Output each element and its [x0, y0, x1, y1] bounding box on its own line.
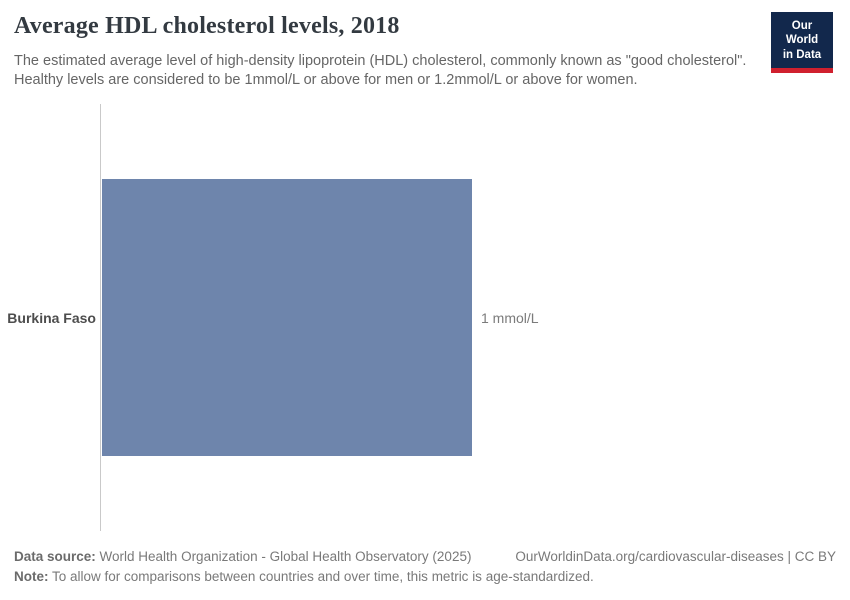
chart-title: Average HDL cholesterol levels, 2018 [14, 13, 400, 39]
attribution-link[interactable]: OurWorldinData.org/cardiovascular-diseas… [515, 549, 836, 564]
bar-burkina-faso[interactable] [102, 179, 472, 456]
bar-label-burkina-faso: Burkina Faso [7, 310, 96, 326]
note-label: Note: [14, 569, 49, 584]
chart-subtitle: The estimated average level of high-dens… [14, 53, 747, 88]
owid-logo-line2: in Data [782, 48, 822, 61]
y-axis-line [100, 104, 101, 531]
owid-logo: Our World in Data [771, 12, 833, 74]
datasource-label: Data source: [14, 549, 96, 564]
note-text: To allow for comparisons between countri… [48, 569, 594, 584]
datasource-text: World Health Organization - Global Healt… [95, 549, 472, 564]
bar-value-label: 1 mmol/L [481, 310, 539, 326]
attribution-line: OurWorldinData.org/cardiovascular-diseas… [515, 548, 836, 566]
datasource-line: Data source: World Health Organization -… [14, 548, 471, 566]
owid-logo-line1: Our World [785, 20, 819, 47]
note-line: Note: To allow for comparisons between c… [14, 568, 594, 586]
